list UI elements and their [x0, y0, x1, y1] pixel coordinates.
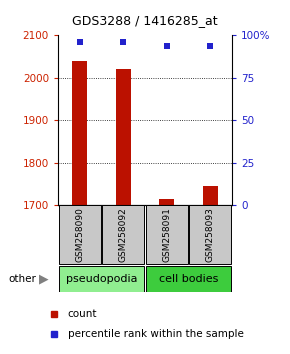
Text: GSM258092: GSM258092 [119, 207, 128, 262]
Bar [146, 266, 231, 292]
Text: GSM258093: GSM258093 [206, 207, 215, 262]
Bar [59, 205, 101, 264]
Bar [72, 61, 87, 205]
Text: ▶: ▶ [39, 272, 48, 285]
Text: GSM258090: GSM258090 [75, 207, 84, 262]
Bar [146, 205, 188, 264]
Text: GDS3288 / 1416285_at: GDS3288 / 1416285_at [72, 13, 218, 27]
Bar [203, 186, 218, 205]
Bar [159, 199, 174, 205]
Bar [59, 266, 144, 292]
Text: cell bodies: cell bodies [159, 274, 218, 284]
Text: GSM258091: GSM258091 [162, 207, 171, 262]
Text: pseudopodia: pseudopodia [66, 274, 137, 284]
Bar [116, 69, 131, 205]
Text: other: other [9, 274, 37, 284]
Bar [189, 205, 231, 264]
Bar [102, 205, 144, 264]
Text: percentile rank within the sample: percentile rank within the sample [68, 329, 244, 339]
Text: count: count [68, 309, 97, 319]
